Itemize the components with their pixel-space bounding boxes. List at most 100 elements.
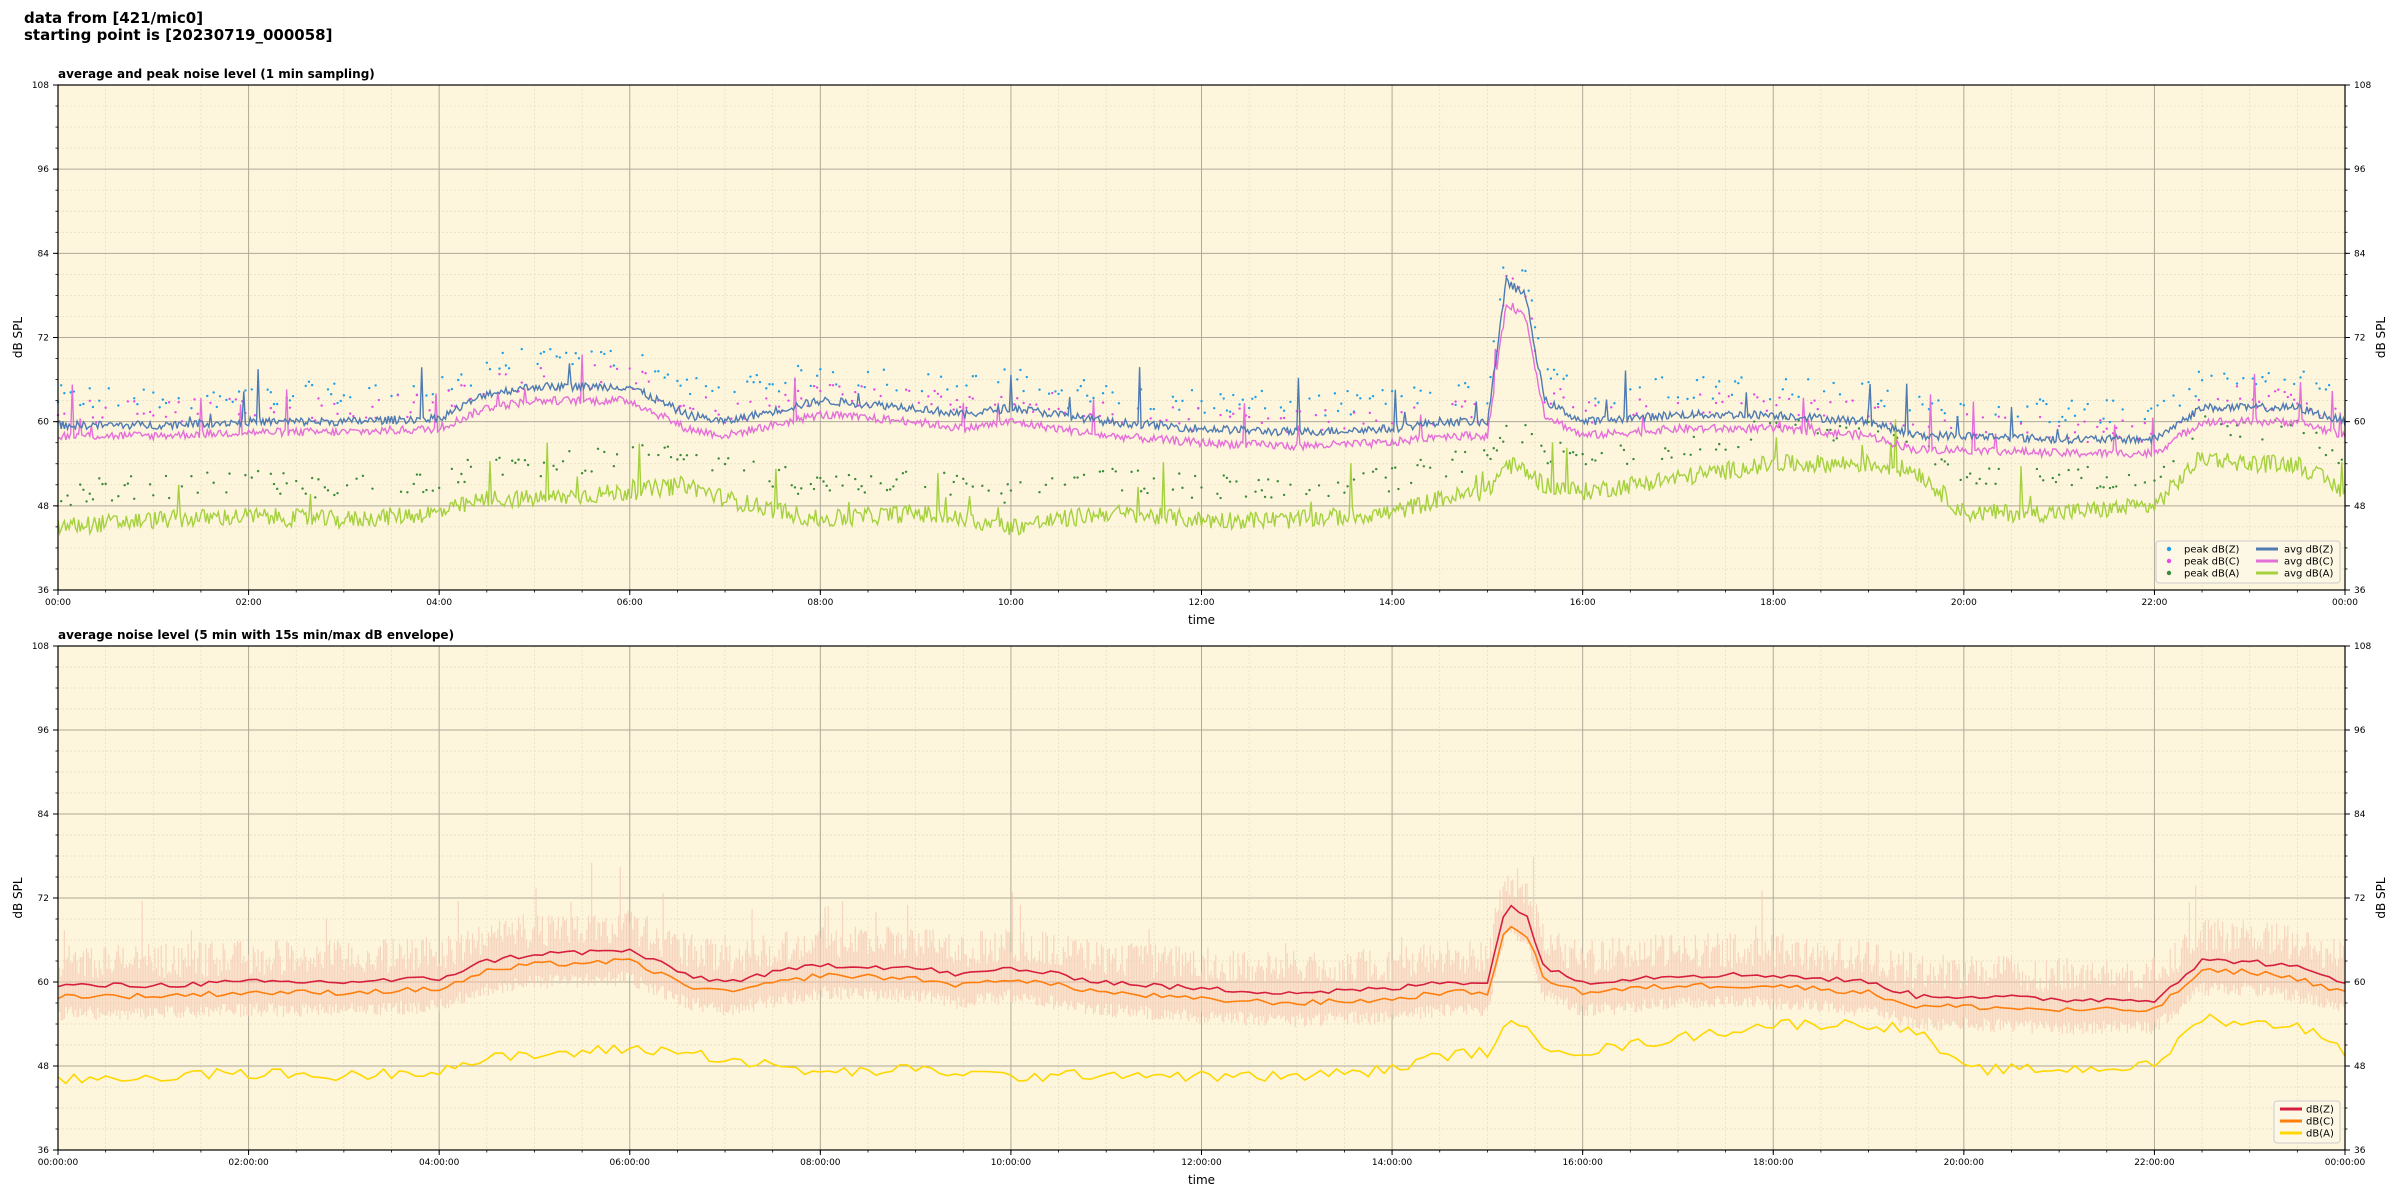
peak-a-point bbox=[1984, 482, 1988, 485]
peak-a-point bbox=[2051, 476, 2054, 480]
peak-c-point bbox=[1762, 400, 1765, 403]
peak-c-point bbox=[1089, 412, 1092, 416]
x-tick-label: 14:00 bbox=[1379, 598, 1405, 608]
peak-z-point bbox=[1562, 377, 1565, 381]
peak-a-point bbox=[1317, 484, 1321, 487]
peak-a-point bbox=[1965, 476, 1969, 479]
peak-a-point bbox=[1146, 491, 1149, 495]
peak-c-point bbox=[717, 413, 720, 416]
peak-z-point bbox=[215, 405, 219, 409]
peak-z-point bbox=[1521, 269, 1524, 272]
peak-c-point bbox=[272, 411, 276, 414]
peak-z-point bbox=[920, 389, 924, 393]
peak-a-point bbox=[1826, 428, 1829, 432]
peak-z-point bbox=[1333, 392, 1337, 395]
peak-z-point bbox=[1943, 412, 1946, 415]
peak-z-point bbox=[927, 373, 930, 376]
peak-a-point bbox=[879, 482, 882, 485]
peak-a-point bbox=[1737, 445, 1740, 449]
peak-z-point bbox=[1638, 386, 1642, 389]
legend-marker bbox=[2166, 558, 2172, 564]
peak-a-point bbox=[869, 475, 873, 478]
peak-c-point bbox=[939, 395, 943, 398]
peak-c-point bbox=[854, 390, 857, 394]
peak-c-point bbox=[2073, 431, 2077, 434]
peak-a-point bbox=[1416, 464, 1419, 467]
peak-z-point bbox=[212, 391, 215, 394]
peak-c-point bbox=[539, 366, 543, 370]
peak-z-point bbox=[225, 398, 228, 402]
peak-c-point bbox=[812, 384, 816, 388]
peak-z-point bbox=[1883, 404, 1886, 408]
peak-a-point bbox=[279, 492, 282, 495]
peak-a-point bbox=[1327, 494, 1330, 498]
x-tick-label: 00:00 bbox=[45, 598, 71, 608]
peak-c-point bbox=[396, 393, 400, 397]
peak-z-point bbox=[152, 391, 155, 394]
peak-z-point bbox=[2194, 395, 2197, 398]
panel-title: average noise level (5 min with 15s min/… bbox=[58, 628, 454, 642]
peak-c-point bbox=[2057, 424, 2061, 428]
y-axis-label: dB SPL bbox=[11, 877, 25, 919]
peak-a-point bbox=[256, 469, 260, 473]
peak-a-point bbox=[1968, 472, 1972, 475]
peak-a-point bbox=[841, 484, 844, 487]
peak-z-point bbox=[1003, 368, 1006, 371]
x-tick-label: 12:00:00 bbox=[1181, 1158, 1222, 1168]
peak-c-point bbox=[431, 401, 435, 404]
peak-c-point bbox=[768, 404, 771, 407]
y-tick-label: 36 bbox=[38, 1146, 50, 1156]
peak-z-point bbox=[603, 352, 606, 356]
peak-a-point bbox=[1282, 493, 1286, 497]
peak-a-point bbox=[1600, 451, 1603, 455]
peak-z-point bbox=[704, 384, 708, 388]
peak-c-point bbox=[904, 388, 908, 391]
peak-a-point bbox=[1495, 449, 1499, 452]
peak-z-point bbox=[2035, 402, 2039, 405]
peak-c-point bbox=[1047, 408, 1051, 411]
peak-a-point bbox=[1829, 428, 1832, 432]
peak-c-point bbox=[704, 396, 708, 399]
peak-a-point bbox=[501, 473, 504, 476]
peak-c-point bbox=[142, 412, 145, 415]
peak-z-point bbox=[765, 387, 768, 390]
peak-a-point bbox=[1581, 452, 1584, 456]
peak-a-point bbox=[1460, 470, 1464, 474]
peak-c-point bbox=[1797, 413, 1800, 417]
peak-z-point bbox=[1733, 380, 1737, 383]
peak-z-point bbox=[885, 383, 889, 386]
peak-z-point bbox=[2226, 377, 2229, 380]
peak-c-point bbox=[736, 402, 739, 405]
peak-c-point bbox=[371, 405, 374, 409]
peak-a-point bbox=[2226, 425, 2229, 428]
peak-a-point bbox=[104, 482, 107, 486]
peak-z-point bbox=[1886, 389, 1889, 393]
peak-z-point bbox=[688, 392, 692, 396]
peak-a-point bbox=[2172, 460, 2175, 463]
peak-z-point bbox=[2038, 398, 2042, 401]
peak-a-point bbox=[431, 489, 435, 492]
peak-c-point bbox=[428, 409, 431, 412]
peak-a-point bbox=[1114, 470, 1117, 473]
peak-z-point bbox=[1784, 378, 1788, 381]
peak-a-point bbox=[663, 446, 666, 449]
axis-ticks: 36 36 48 48 60 60 72 72 84 84 96 96 108 108 00:00 02:00… bbox=[32, 81, 2372, 608]
peak-a-point bbox=[1714, 448, 1718, 451]
peak-c-point bbox=[993, 403, 997, 406]
peak-z-point bbox=[1317, 394, 1321, 397]
peak-a-point bbox=[91, 498, 95, 501]
y-tick-label-right: 108 bbox=[2354, 642, 2371, 652]
peak-a-point bbox=[1270, 496, 1273, 499]
peak-c-point bbox=[1375, 419, 1378, 422]
x-tick-label: 14:00:00 bbox=[1372, 1158, 1413, 1168]
peak-z-point bbox=[609, 349, 612, 353]
peak-z-point bbox=[457, 378, 460, 382]
peak-c-point bbox=[136, 412, 139, 416]
peak-a-point bbox=[1419, 458, 1422, 462]
peak-z-point bbox=[1174, 399, 1178, 403]
peak-z-point bbox=[695, 376, 698, 380]
peak-z-point bbox=[1355, 394, 1359, 397]
peak-z-point bbox=[2251, 377, 2255, 380]
peak-z-point bbox=[777, 390, 781, 393]
peak-a-point bbox=[1098, 470, 1102, 473]
